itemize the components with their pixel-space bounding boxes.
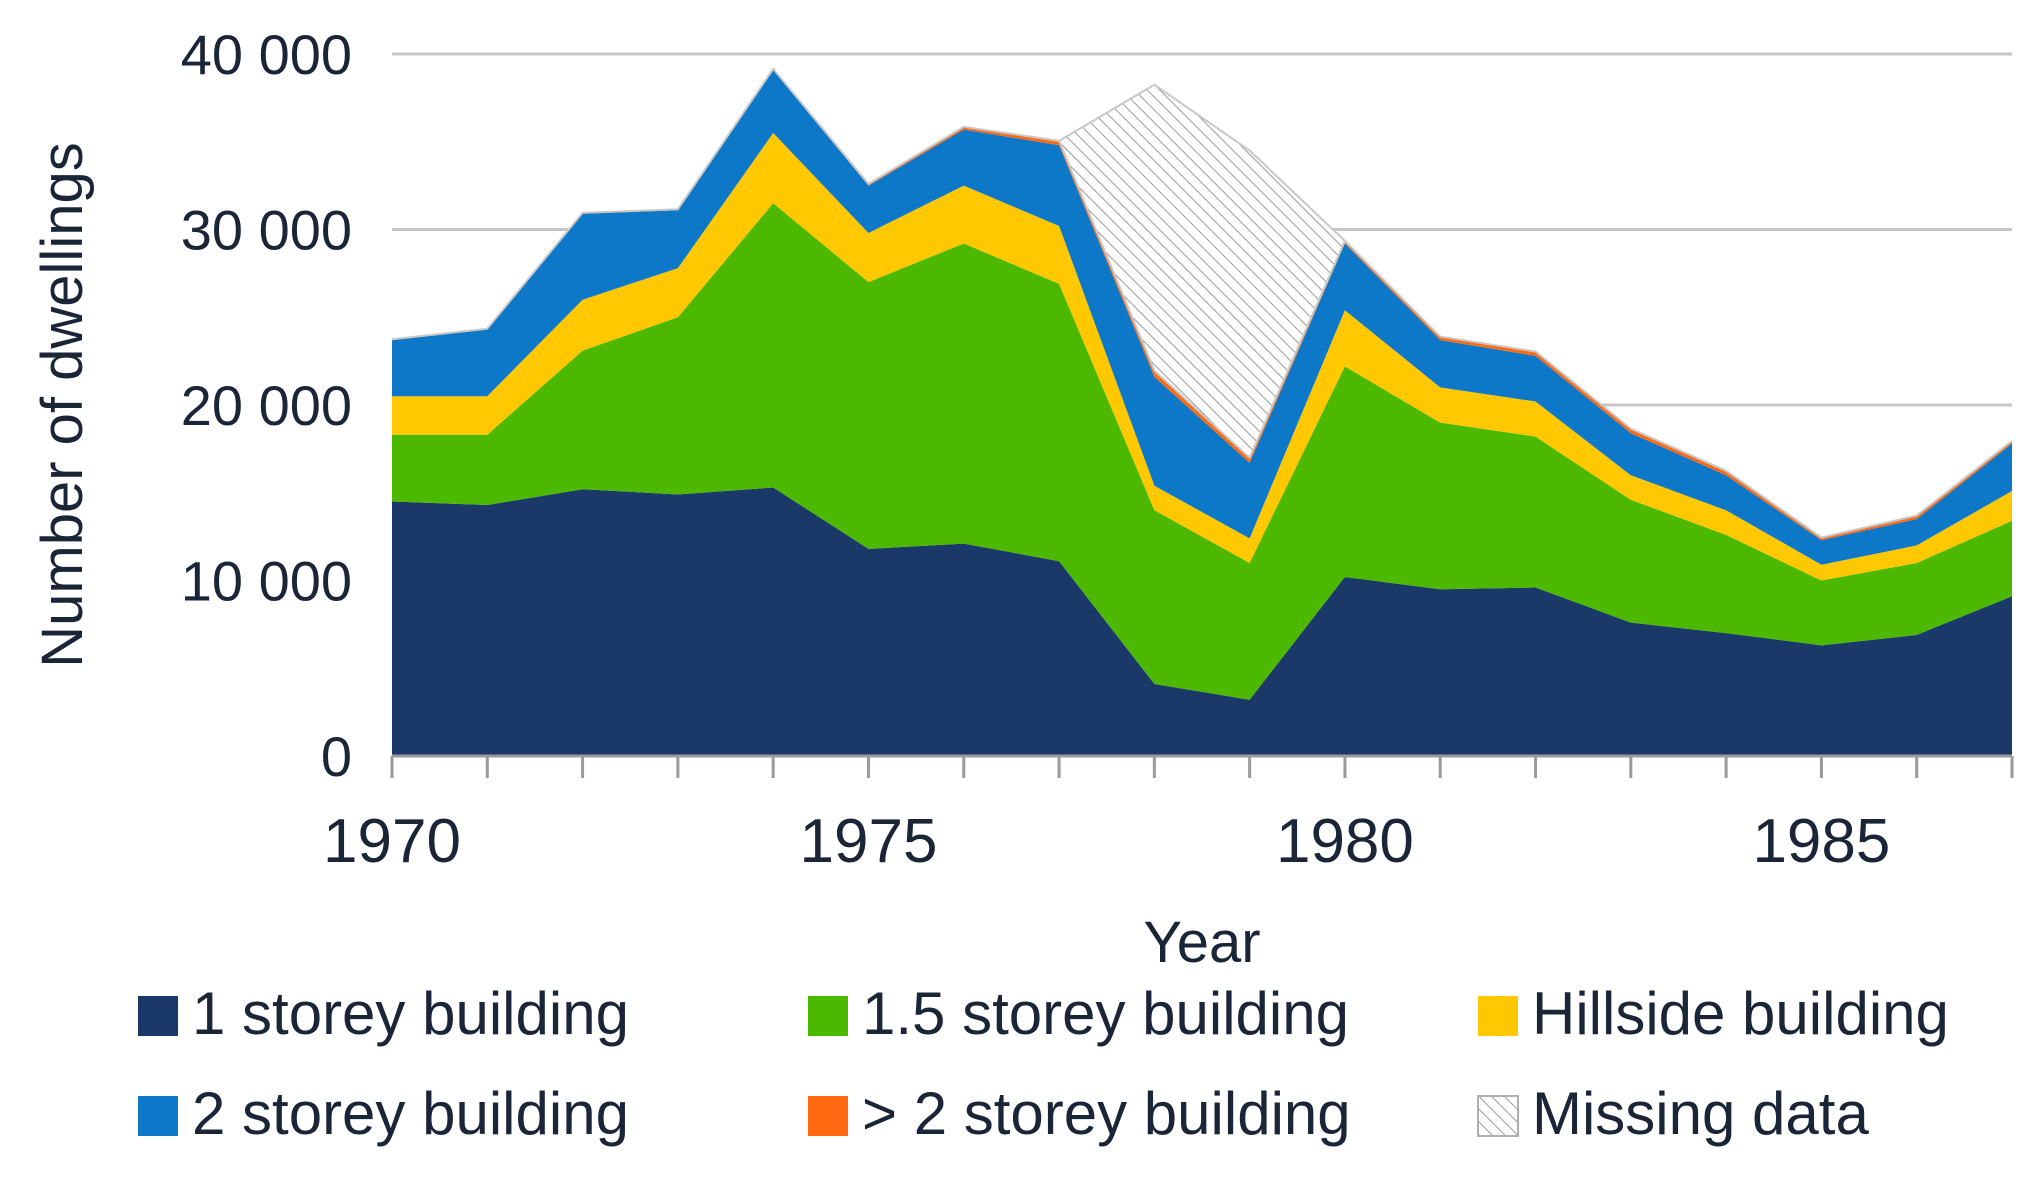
y-tick-label: 40 000 — [181, 23, 352, 86]
x-axis-title: Year — [1143, 910, 1260, 975]
y-tick-label: 20 000 — [181, 374, 352, 437]
legend-swatch-hillside-building — [1478, 996, 1518, 1036]
legend-label-hillside-building: Hillside building — [1532, 980, 1949, 1047]
area-missing-data — [391, 67, 2013, 539]
y-tick-label: 0 — [321, 725, 352, 788]
legend: 1 storey building 1.5 storey building Hill… — [138, 980, 1949, 1147]
area-1-storey-building — [392, 487, 2012, 756]
area-2-storey-building — [392, 69, 2012, 565]
legend-swatch-2-storey-building — [138, 1096, 178, 1136]
x-tick-label: 1985 — [1752, 807, 1890, 876]
y-tick-label: 30 000 — [181, 199, 352, 262]
area-series-group — [391, 67, 2013, 756]
legend-label-1-storey-building: 1 storey building — [192, 980, 629, 1047]
legend-label-over-2-storey-building: > 2 storey building — [862, 1080, 1351, 1147]
legend-swatch-over-2-storey-building — [808, 1096, 848, 1136]
area-1-5-storey-building — [392, 203, 2012, 700]
legend-swatch-1-5-storey-building — [808, 996, 848, 1036]
axes: 0 10 000 20 000 30 000 40 000 1970 1975 1980 198… — [30, 23, 2014, 975]
x-tick-label: 1970 — [323, 807, 461, 876]
x-tick-label: 1975 — [800, 807, 938, 876]
legend-label-1-5-storey-building: 1.5 storey building — [862, 980, 1349, 1047]
x-tick-label: 1980 — [1276, 807, 1414, 876]
area-hillside-building — [392, 133, 2012, 581]
y-axis-title: Number of dwellings — [30, 142, 95, 667]
legend-swatch-1-storey-building — [138, 996, 178, 1036]
y-tick-label: 10 000 — [181, 550, 352, 613]
legend-label-missing-data: Missing data — [1532, 1080, 1869, 1147]
legend-swatch-missing-data — [1477, 1095, 1519, 1137]
legend-label-2-storey-building: 2 storey building — [192, 1080, 629, 1147]
